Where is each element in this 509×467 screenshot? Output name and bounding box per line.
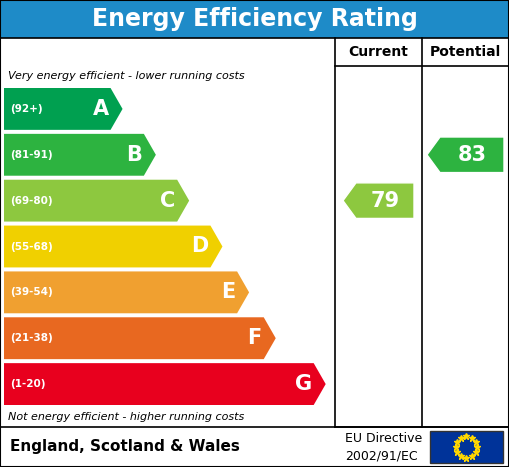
- Text: Potential: Potential: [430, 45, 501, 59]
- Text: (39-54): (39-54): [10, 287, 53, 297]
- Bar: [430, 431, 503, 463]
- Text: Very energy efficient - lower running costs: Very energy efficient - lower running co…: [8, 71, 245, 81]
- Bar: [0, 427, 509, 467]
- Text: Energy Efficiency Rating: Energy Efficiency Rating: [92, 7, 417, 31]
- Polygon shape: [4, 363, 326, 405]
- Text: (1-20): (1-20): [10, 379, 45, 389]
- Text: (92+): (92+): [10, 104, 43, 114]
- Text: A: A: [93, 99, 108, 119]
- Text: 2002/91/EC: 2002/91/EC: [345, 449, 417, 462]
- Polygon shape: [343, 183, 414, 219]
- Polygon shape: [4, 134, 156, 176]
- Text: G: G: [295, 374, 312, 394]
- Text: England, Scotland & Wales: England, Scotland & Wales: [10, 439, 240, 454]
- Polygon shape: [4, 88, 123, 130]
- Text: B: B: [126, 145, 142, 165]
- Bar: [0, 0, 509, 38]
- Polygon shape: [4, 271, 249, 313]
- Text: Current: Current: [349, 45, 408, 59]
- Text: D: D: [191, 236, 209, 256]
- Text: 79: 79: [371, 191, 400, 211]
- Text: (69-80): (69-80): [10, 196, 52, 205]
- Polygon shape: [4, 226, 222, 268]
- Polygon shape: [4, 180, 189, 221]
- Text: (81-91): (81-91): [10, 150, 52, 160]
- Polygon shape: [4, 317, 276, 359]
- Text: Not energy efficient - higher running costs: Not energy efficient - higher running co…: [8, 412, 244, 422]
- Text: EU Directive: EU Directive: [345, 432, 422, 445]
- Text: 83: 83: [458, 145, 487, 165]
- Text: C: C: [160, 191, 175, 211]
- Bar: [0, 38, 509, 427]
- Text: (21-38): (21-38): [10, 333, 53, 343]
- Text: F: F: [247, 328, 262, 348]
- Text: E: E: [221, 283, 235, 302]
- Text: (55-68): (55-68): [10, 241, 53, 252]
- Polygon shape: [427, 137, 504, 173]
